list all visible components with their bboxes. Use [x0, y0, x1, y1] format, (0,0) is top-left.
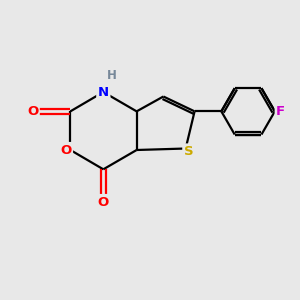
Text: S: S	[184, 145, 194, 158]
Text: N: N	[98, 85, 109, 98]
Text: O: O	[27, 105, 38, 118]
Text: F: F	[276, 105, 285, 118]
Text: O: O	[60, 143, 71, 157]
Text: H: H	[107, 69, 117, 82]
Text: O: O	[98, 196, 109, 208]
